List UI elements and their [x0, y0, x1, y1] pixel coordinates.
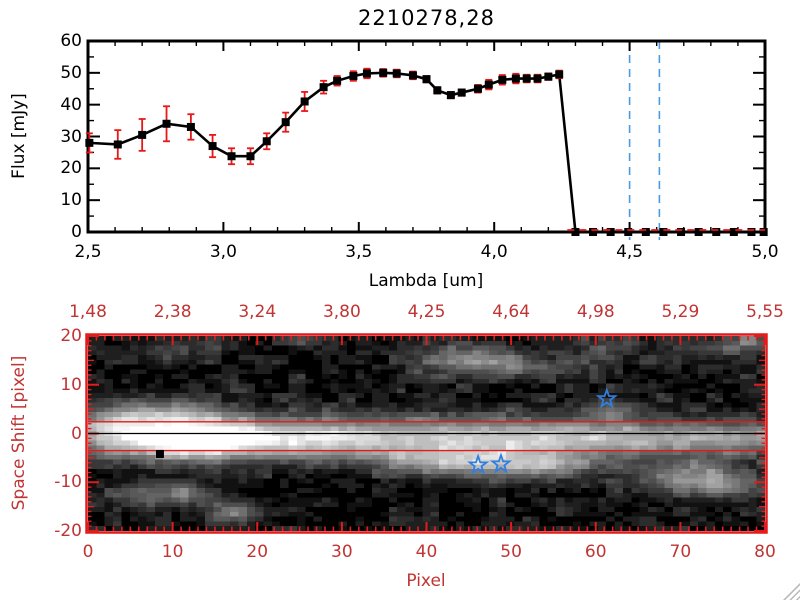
data-point-marker	[186, 122, 195, 131]
x-tick-label: 3,0	[209, 242, 237, 262]
data-point-marker	[641, 228, 650, 236]
data-point-marker	[85, 138, 94, 147]
x-tick-label: 2,5	[74, 242, 102, 262]
data-point-marker	[729, 228, 738, 236]
data-point-marker	[555, 70, 564, 79]
img-x-tick-label: 20	[246, 542, 269, 562]
img-x-tick-label: 0	[82, 542, 94, 562]
data-point-marker	[349, 72, 358, 81]
data-point-marker	[571, 228, 580, 236]
data-point-marker	[694, 228, 703, 236]
data-point-marker	[747, 228, 756, 236]
y-tick-label: 0	[71, 222, 82, 242]
data-point-marker	[281, 118, 290, 127]
img-x-tick-label: 60	[584, 542, 607, 562]
x-tick-label: 4,5	[616, 242, 644, 262]
img-top-axis-label: 4,25	[407, 302, 446, 322]
img-top-axis-label: 5,55	[746, 302, 784, 322]
data-point-marker	[589, 228, 598, 236]
pixel-axis-label: Pixel	[406, 571, 446, 591]
data-point-marker	[362, 69, 371, 78]
y-tick-label: 40	[60, 94, 82, 115]
resize-grip-icon[interactable]	[783, 583, 800, 600]
data-point-marker	[433, 86, 442, 95]
img-top-axis-label: 3,24	[238, 302, 277, 322]
spectrum-line	[89, 71, 764, 234]
data-point-marker	[759, 228, 768, 236]
data-point-marker	[422, 75, 431, 84]
data-point-marker	[544, 72, 553, 81]
data-point-marker	[408, 71, 417, 80]
img-top-axis-label: 4,98	[576, 302, 615, 322]
spectrum-axes-box	[86, 39, 767, 234]
x-tick-label: 5,0	[751, 242, 779, 262]
spectral-trace-image	[88, 336, 765, 531]
y-tick-label: 50	[60, 62, 82, 83]
x-tick-label: 3,5	[345, 242, 373, 262]
data-point-marker	[498, 75, 507, 84]
data-point-marker	[262, 137, 271, 146]
img-y-tick-label: 10	[60, 374, 82, 395]
data-point-marker	[113, 140, 122, 149]
data-point-marker	[533, 74, 542, 83]
img-top-axis-label: 2,38	[153, 302, 192, 322]
img-x-tick-label: 70	[669, 542, 692, 562]
data-point-marker	[246, 152, 255, 161]
y-tick-label: 20	[60, 158, 82, 179]
img-x-tick-label: 30	[331, 542, 353, 562]
img-top-axis-label: 5,29	[661, 302, 700, 322]
data-point-marker	[712, 228, 721, 236]
img-x-tick-label: 80	[754, 542, 776, 562]
data-point-marker	[138, 130, 147, 139]
y-tick-label: 10	[60, 190, 82, 211]
data-point-marker	[300, 97, 309, 106]
data-point-marker	[162, 119, 171, 128]
data-point-marker	[522, 74, 531, 83]
plot-title: 2210278,28	[358, 6, 495, 30]
data-point-marker	[333, 76, 342, 85]
data-point-marker	[457, 88, 466, 97]
img-top-axis-label: 1,48	[69, 302, 107, 322]
x-tick-label: 4,0	[480, 242, 508, 262]
data-point-marker	[392, 69, 401, 78]
data-point-marker	[446, 91, 455, 100]
img-y-tick-label: -20	[54, 521, 82, 541]
data-point-marker	[319, 83, 328, 92]
data-point-marker	[379, 68, 388, 77]
data-point-marker	[677, 228, 686, 236]
data-point-marker	[484, 80, 493, 89]
data-point-marker	[227, 152, 236, 161]
lambda-axis-label: Lambda [um]	[368, 271, 484, 291]
y-tick-label: 60	[60, 31, 82, 51]
img-y-tick-label: 0	[71, 423, 82, 444]
data-point-marker	[606, 228, 615, 236]
img-x-tick-label: 50	[500, 542, 522, 562]
data-point-marker	[473, 84, 482, 93]
data-point-marker	[511, 74, 520, 83]
img-top-axis-label: 3,80	[322, 302, 361, 322]
data-point-marker	[659, 228, 668, 236]
data-point-marker	[624, 228, 633, 236]
space-shift-axis-label: Space Shift [pixel]	[9, 355, 29, 511]
img-x-tick-label: 40	[415, 542, 438, 562]
img-top-axis-label: 4,64	[492, 302, 531, 322]
img-y-tick-label: 20	[60, 326, 82, 346]
img-x-tick-label: 10	[161, 542, 184, 562]
y-tick-label: 30	[60, 126, 82, 147]
img-y-tick-label: -10	[54, 472, 82, 493]
data-point-marker	[208, 142, 217, 151]
flux-axis-label: Flux [mJy]	[9, 93, 29, 179]
